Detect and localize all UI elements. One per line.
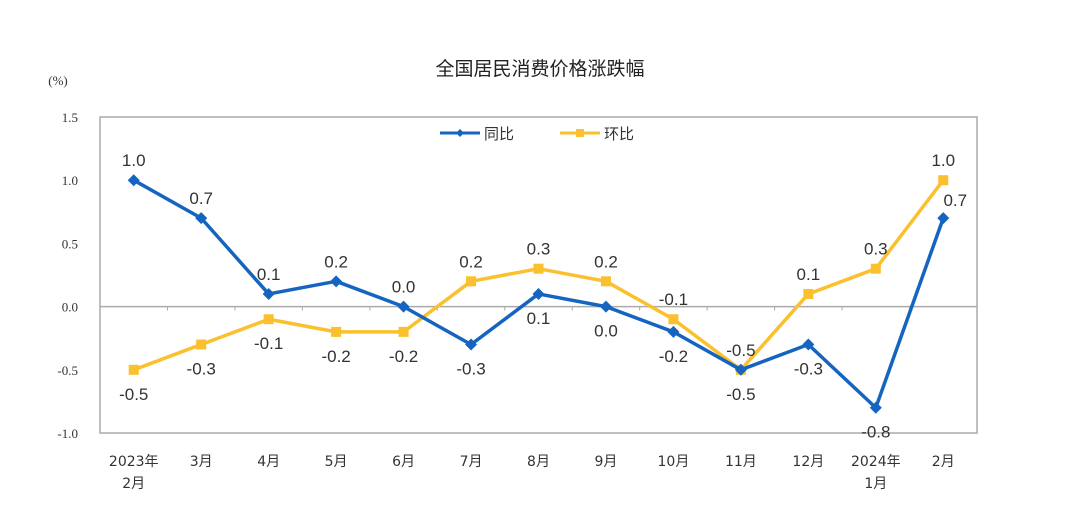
data-label: 0.3: [864, 240, 888, 259]
data-point: [937, 212, 950, 225]
data-label: -0.5: [726, 385, 755, 404]
legend-marker: [456, 129, 464, 137]
data-point: [465, 338, 478, 351]
data-label: 0.2: [459, 252, 483, 271]
data-label: -0.3: [456, 360, 485, 379]
data-label: 1.0: [931, 151, 955, 170]
data-point: [870, 263, 881, 274]
data-point: [263, 314, 274, 325]
chart-title: 全国居民消费价格涨跌幅: [435, 58, 644, 80]
x-tick-label: 3月: [190, 454, 213, 470]
data-point: [331, 326, 342, 337]
y-tick-label: 0.5: [62, 236, 78, 251]
data-label: 0.2: [324, 252, 348, 271]
data-label: -0.5: [119, 385, 148, 404]
x-tick-label: 4月: [257, 454, 280, 470]
y-tick-label: 0.0: [62, 300, 78, 315]
data-label: -0.3: [187, 360, 216, 379]
y-tick-label: 1.5: [62, 110, 78, 125]
data-point: [128, 364, 139, 375]
y-tick-label: 1.0: [62, 173, 78, 188]
data-point: [667, 325, 680, 338]
data-label: -0.2: [321, 347, 350, 366]
data-point: [532, 287, 545, 300]
legend-label: 同比: [484, 125, 514, 143]
data-label: 0.1: [257, 265, 281, 284]
x-tick-label: 1月: [864, 476, 887, 492]
data-label: -0.1: [659, 290, 688, 309]
data-point: [803, 288, 814, 299]
x-tick-label: 9月: [595, 454, 618, 470]
x-tick-label: 2024年: [851, 454, 901, 470]
x-tick-label: 5月: [325, 454, 348, 470]
data-point: [262, 287, 275, 300]
data-label: 0.0: [594, 322, 618, 341]
data-point: [127, 174, 140, 187]
legend: 同比 环比: [440, 125, 634, 143]
data-point: [869, 401, 882, 414]
data-label: 1.0: [122, 151, 146, 170]
data-point: [938, 175, 949, 186]
x-tick-label: 10月: [658, 454, 690, 470]
x-tick-label: 7月: [460, 454, 483, 470]
data-point: [533, 263, 544, 274]
x-tick-label: 2月: [122, 476, 145, 492]
x-tick-label: 2023年: [109, 454, 159, 470]
data-point: [398, 326, 409, 337]
data-label: 0.7: [189, 189, 213, 208]
data-label: 0.1: [527, 309, 551, 328]
x-tick-label: 6月: [392, 454, 415, 470]
data-label: 0.2: [594, 252, 618, 271]
x-tick-label: 2月: [932, 454, 955, 470]
data-label: -0.2: [389, 347, 418, 366]
data-label: 0.0: [392, 278, 416, 297]
data-label: 0.3: [527, 240, 551, 259]
data-point: [466, 276, 477, 287]
data-label: -0.3: [794, 360, 823, 379]
data-point: [196, 339, 207, 350]
data-label: 0.1: [797, 265, 821, 284]
data-label: -0.2: [659, 347, 688, 366]
y-axis-unit: (%): [48, 73, 68, 88]
plot-area: [99, 116, 978, 434]
data-label: -0.5: [726, 341, 755, 360]
data-label: 0.7: [943, 191, 967, 210]
legend-label: 环比: [604, 125, 634, 143]
data-point: [802, 338, 815, 351]
x-tick-label: 12月: [792, 454, 824, 470]
y-tick-label: -0.5: [57, 363, 78, 378]
data-label: -0.8: [861, 423, 890, 442]
data-label: -0.1: [254, 334, 283, 353]
data-point: [599, 300, 612, 313]
x-tick-label: 11月: [725, 454, 757, 470]
data-point: [397, 300, 410, 313]
data-point: [734, 363, 747, 376]
legend-marker: [576, 129, 584, 137]
data-point: [330, 275, 343, 288]
data-point: [600, 276, 611, 287]
data-point: [668, 314, 679, 325]
x-tick-label: 8月: [527, 454, 550, 470]
data-point: [195, 212, 208, 225]
y-tick-label: -1.0: [57, 426, 78, 441]
